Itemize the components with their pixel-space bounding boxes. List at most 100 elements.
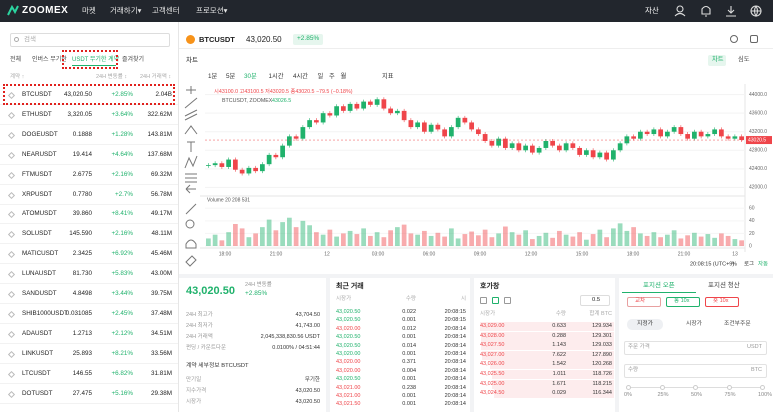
slider-stop[interactable] <box>726 385 732 390</box>
nav-item[interactable]: 프로모션▾ <box>196 6 228 15</box>
symbol[interactable]: LINKUSDT <box>22 349 54 357</box>
favorite-star[interactable] <box>7 151 16 159</box>
nav-item[interactable]: 자산 <box>645 6 659 15</box>
candle <box>590 150 596 158</box>
symbol[interactable]: SOLUSDT <box>22 230 52 238</box>
book-view-toggle[interactable] <box>480 297 487 304</box>
book-view-toggle[interactable] <box>504 297 511 304</box>
interval[interactable]: 1시간 <box>268 73 284 80</box>
search-box[interactable] <box>10 33 170 47</box>
market-tab[interactable]: USDT 무기한 계약 <box>72 57 120 63</box>
pattern-tool[interactable] <box>184 155 198 169</box>
interval[interactable]: 30분 <box>244 73 257 80</box>
fib-tool[interactable] <box>185 173 197 183</box>
mode-button[interactable] <box>627 297 661 307</box>
zoom-tool[interactable] <box>185 219 195 229</box>
favorite-star[interactable] <box>7 191 16 199</box>
bell-icon[interactable] <box>701 5 711 17</box>
interval[interactable]: 5분 <box>226 73 236 80</box>
back-tool[interactable] <box>185 184 196 194</box>
market-tab[interactable]: 전체 <box>10 57 22 63</box>
view-toggle[interactable]: 심도 <box>738 56 750 63</box>
volume-bar <box>590 234 596 246</box>
slider-stop[interactable] <box>659 385 665 390</box>
interval[interactable]: 주 <box>329 73 335 80</box>
order-tab[interactable]: 포지션 오픈 <box>643 282 675 289</box>
favorite-star[interactable] <box>7 131 16 139</box>
favorite-star[interactable] <box>7 231 16 239</box>
symbol[interactable]: ADAUSDT <box>22 329 53 337</box>
favorite-star[interactable] <box>7 211 16 219</box>
nav-item[interactable]: 거래하기▾ <box>110 6 142 15</box>
favorite-star[interactable] <box>7 370 16 378</box>
symbol[interactable]: SHIB1000USDT <box>22 309 68 317</box>
user-icon[interactable] <box>676 5 684 13</box>
symbol[interactable]: FTMUSDT <box>22 170 53 178</box>
favorite-star[interactable] <box>7 330 16 338</box>
trade-qty: 0.001 <box>402 401 416 408</box>
brush-tool[interactable] <box>184 125 198 135</box>
slider-stop[interactable] <box>693 385 698 390</box>
interval[interactable]: 1분 <box>208 73 218 80</box>
interval[interactable]: 4시간 <box>293 73 309 80</box>
order-type[interactable]: 조건부주문 <box>724 321 751 327</box>
section-title: 호가창 <box>480 283 500 290</box>
interval[interactable]: 일 <box>317 73 324 80</box>
symbol[interactable]: LTCUSDT <box>22 369 51 377</box>
qty-input[interactable] <box>624 364 767 378</box>
text-tool[interactable] <box>187 141 195 152</box>
symbol[interactable]: XRPUSDT <box>22 190 53 198</box>
favorite-star[interactable] <box>7 290 16 299</box>
market-tab[interactable]: 인버스 무기한 <box>32 57 67 63</box>
symbol[interactable]: MATICUSDT <box>22 250 59 258</box>
detail-label: 시장가 <box>186 399 202 405</box>
row-divider <box>0 223 178 225</box>
symbol[interactable]: BTCUSDT <box>22 91 52 98</box>
book-view-toggle[interactable] <box>492 297 499 304</box>
settings-icon[interactable] <box>750 35 758 43</box>
slider-stop[interactable] <box>760 385 765 390</box>
symbol[interactable]: DOTUSDT <box>22 389 53 397</box>
trade-qty: 0.001 <box>402 376 416 383</box>
ruler-tool[interactable] <box>185 203 197 215</box>
download-icon[interactable] <box>726 6 736 17</box>
candle <box>273 154 279 158</box>
order-type[interactable]: 지정가 <box>637 321 653 327</box>
order-type[interactable]: 시장가 <box>686 321 702 327</box>
symbol[interactable]: ATOMUSDT <box>22 210 57 218</box>
nav-item[interactable]: 고객센터 <box>152 6 180 15</box>
favorite-star[interactable] <box>7 271 16 279</box>
market-tab[interactable]: 즐겨찾기 <box>122 57 145 63</box>
symbol[interactable]: LUNAUSDT <box>22 270 56 278</box>
mode-button[interactable] <box>705 297 739 307</box>
volume: 37.48M <box>150 309 172 317</box>
crosshair-tool[interactable] <box>186 86 196 94</box>
ticker-symbol[interactable]: BTCUSDT <box>199 35 235 44</box>
step-select[interactable] <box>580 295 610 306</box>
slider-stop[interactable] <box>626 385 631 390</box>
magnet-tool[interactable] <box>185 239 197 249</box>
eraser-tool[interactable] <box>185 255 197 267</box>
indicators-button[interactable]: 지표 <box>382 73 394 80</box>
nav-item[interactable]: 마켓 <box>82 6 96 15</box>
line-tool[interactable] <box>184 97 198 109</box>
symbol[interactable]: NEARUSDT <box>22 150 57 158</box>
symbol[interactable]: DOGEUSDT <box>22 130 58 138</box>
favorite-star[interactable] <box>7 111 16 119</box>
interval[interactable]: 월 <box>340 73 347 80</box>
favorite-star[interactable] <box>7 350 16 358</box>
favorite-star[interactable] <box>7 310 16 318</box>
favorite-star[interactable] <box>7 251 16 259</box>
order-tab[interactable]: 포지션 청산 <box>708 282 740 289</box>
favorite-star[interactable] <box>7 390 16 398</box>
symbol[interactable]: ETHUSDT <box>22 110 52 118</box>
mode-button[interactable] <box>666 297 700 307</box>
row-divider <box>0 402 178 404</box>
input-unit: BTC <box>751 367 762 373</box>
favorite-star[interactable] <box>7 171 16 179</box>
channel-tool[interactable] <box>184 109 198 121</box>
price-input[interactable] <box>624 341 767 355</box>
symbol[interactable]: SANDUSDT <box>22 290 57 297</box>
view-toggle[interactable]: 차트 <box>712 56 724 63</box>
theme-toggle[interactable] <box>730 35 738 43</box>
